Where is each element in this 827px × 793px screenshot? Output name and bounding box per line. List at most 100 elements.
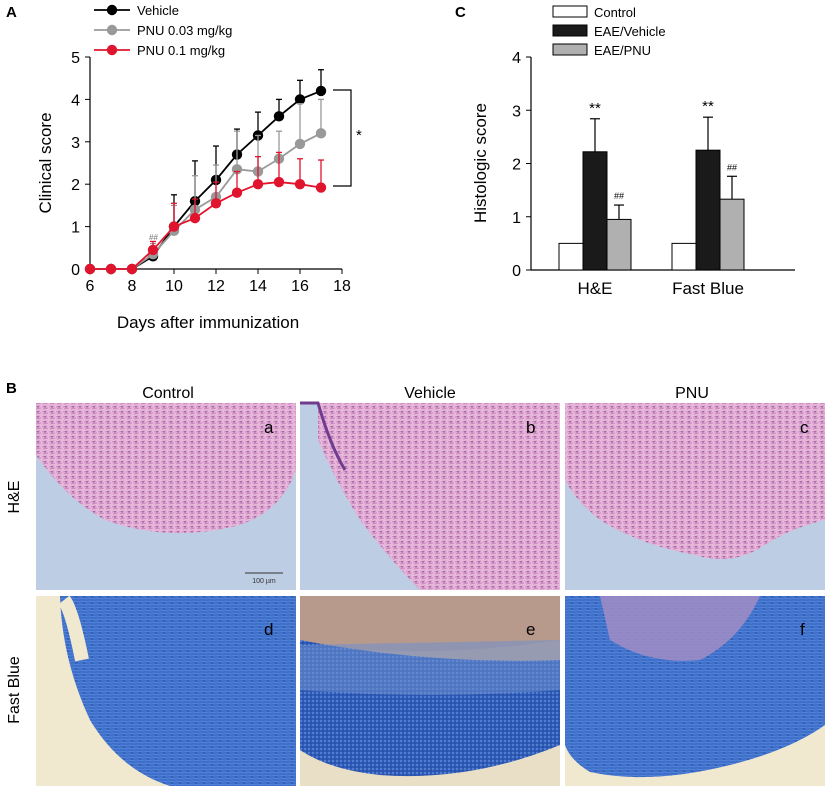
legend-label: Control — [594, 5, 636, 20]
panel-c-y-tick-label: 3 — [512, 103, 521, 120]
panel-a-y-axis-label: Clinical score — [36, 112, 55, 213]
panel-c-y-axis-label: Histologic score — [471, 103, 490, 223]
panel-a-series — [84, 69, 327, 275]
bar — [671, 242, 697, 271]
panel-letter-b: B — [6, 380, 17, 397]
data-point — [252, 179, 264, 190]
series-vehicle — [84, 69, 327, 275]
panel-a-y-tick-label: 0 — [71, 262, 80, 279]
panel-a-y-tick-label: 2 — [71, 177, 80, 194]
data-point — [315, 128, 327, 139]
row-label-he: H&E — [6, 481, 23, 514]
panel-a-x-tick-label: 18 — [333, 278, 351, 295]
data-point — [84, 263, 96, 275]
data-point — [294, 138, 306, 150]
legend-swatch — [552, 24, 588, 37]
tile-fb-vehicle: e — [300, 596, 560, 786]
panel-c-y-tick-label: 1 — [512, 210, 521, 227]
panel-c-category-label: Fast Blue — [672, 279, 744, 298]
legend-marker — [106, 4, 118, 16]
significance-mark: ## — [614, 191, 624, 201]
panel-a-x-tick-label: 6 — [86, 278, 95, 295]
panel-letter-c: C — [455, 4, 466, 21]
data-point — [294, 179, 306, 190]
data-point — [315, 182, 327, 193]
tile-fb-pnu: f — [565, 596, 825, 786]
data-point — [189, 212, 201, 224]
panel-letter-a: A — [6, 4, 17, 21]
panel-c-y-tick-label: 2 — [512, 157, 521, 174]
significance-mark: ## — [727, 162, 737, 172]
col-header-vehicle: Vehicle — [404, 385, 456, 402]
tile-he-pnu: c — [565, 403, 825, 590]
panel-c-y-tick-label: 0 — [512, 263, 521, 280]
bar — [719, 198, 745, 271]
data-point — [168, 221, 180, 232]
tile-letter-b: b — [526, 418, 535, 437]
data-point — [126, 263, 138, 275]
data-point — [294, 94, 306, 105]
bar — [582, 151, 608, 271]
panel-a-y-tick-label: 1 — [71, 220, 80, 237]
panel-a-hash-mark: ## — [149, 233, 158, 242]
col-header-control: Control — [142, 385, 194, 402]
panel-a-significance-star: * — [356, 127, 362, 144]
panel-c-category-label: H&E — [578, 279, 613, 298]
bar — [695, 149, 721, 271]
tile-letter-d: d — [264, 620, 273, 639]
panel-a-x-axis-label: Days after immunization — [117, 313, 299, 332]
bar — [558, 242, 584, 271]
panel-a-x-tick-label: 12 — [207, 278, 225, 295]
tile-letter-f: f — [800, 620, 805, 639]
tile-letter-e: e — [526, 620, 535, 639]
scale-bar-label: 100 µm — [252, 578, 276, 585]
panel-c-bars: H&E ** ## Fast Blue ** ## — [558, 98, 745, 298]
series-line — [90, 132, 322, 270]
data-point — [273, 176, 285, 188]
panel-a-significance-bracket — [333, 89, 352, 187]
panel-a-y-tick-label: 3 — [71, 135, 80, 152]
panel-c-legend: Control EAE/Vehicle EAE/PNU — [552, 5, 666, 58]
panel-a-x-tick-label: 10 — [165, 278, 183, 295]
series-line — [90, 181, 322, 270]
panel-c-bar-chart: C 0 1 2 3 4 H&E ** ## Fast Blue ** ## Histologic … — [455, 4, 795, 298]
series-pnu-0-03-mg-kg — [84, 98, 327, 275]
panel-c-axes: 0 1 2 3 4 — [512, 50, 795, 280]
tile-fb-control: d — [36, 595, 296, 786]
data-point — [231, 187, 243, 198]
legend-label: Vehicle — [137, 3, 179, 18]
tile-he-control: 100 µm a — [36, 403, 296, 590]
legend-marker — [106, 24, 118, 36]
significance-mark: ** — [702, 98, 714, 115]
legend-label: EAE/PNU — [594, 43, 651, 58]
panel-a-legend: Vehicle PNU 0.03 mg/kg PNU 0.1 mg/kg — [94, 3, 232, 58]
legend-swatch — [552, 5, 588, 18]
row-label-fast-blue: Fast Blue — [6, 656, 23, 724]
legend-label: PNU 0.1 mg/kg — [137, 43, 225, 58]
panel-a-y-tick-label: 4 — [71, 92, 80, 109]
bar — [606, 218, 632, 271]
significance-mark: ** — [589, 100, 601, 117]
series-pnu-0-1-mg-kg — [84, 151, 327, 275]
col-header-pnu: PNU — [675, 385, 709, 402]
panel-b-histology: B Control Vehicle PNU H&E Fast Blue 100 … — [6, 380, 825, 786]
tile-letter-a: a — [264, 418, 274, 437]
legend-label: PNU 0.03 mg/kg — [137, 23, 232, 38]
data-point — [147, 244, 159, 256]
legend-marker — [106, 44, 118, 56]
data-point — [273, 111, 285, 122]
data-point — [315, 85, 327, 97]
legend-label: EAE/Vehicle — [594, 24, 666, 39]
legend-swatch — [552, 43, 588, 56]
panel-a-x-tick-label: 16 — [291, 278, 309, 295]
panel-a-x-tick-label: 14 — [249, 278, 267, 295]
panel-a-x-tick-label: 8 — [128, 278, 137, 295]
data-point — [105, 263, 117, 275]
panel-a-y-tick-label: 5 — [71, 50, 80, 67]
tile-he-vehicle: b — [300, 401, 560, 590]
series-line — [90, 90, 322, 270]
data-point — [210, 198, 222, 209]
